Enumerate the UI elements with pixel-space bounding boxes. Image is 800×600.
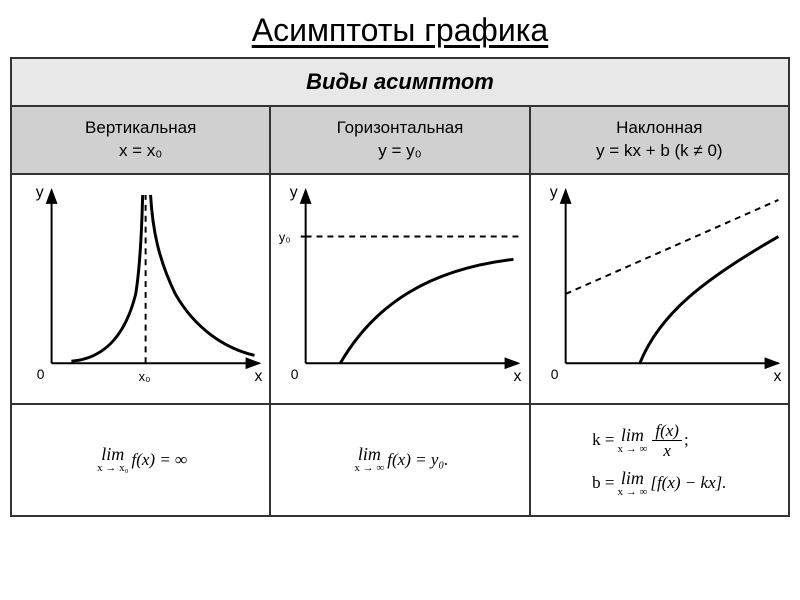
graph-vertical-svg: y x 0 x₀ — [12, 175, 269, 403]
subtitle-row: Виды асимптот — [12, 59, 788, 107]
svg-text:0: 0 — [550, 366, 558, 382]
svg-text:x₀: x₀ — [139, 369, 151, 384]
graph-horizontal: y x 0 y₀ — [271, 175, 530, 405]
formula-row: lim x → x₀ f(x) = ∞ lim x → ∞ f(x) = y₀.… — [12, 405, 788, 515]
header-row: Вертикальная x = x₀ Горизонтальная y = y… — [12, 107, 788, 175]
formula-vertical: lim x → x₀ f(x) = ∞ — [12, 405, 271, 515]
svg-text:0: 0 — [291, 366, 299, 382]
graph-horizontal-svg: y x 0 y₀ — [271, 175, 528, 403]
formula-oblique: k = lim x → ∞ f(x) x ; b = lim x → — [531, 405, 788, 515]
svg-text:x: x — [514, 368, 522, 385]
col-header-horizontal: Горизонтальная y = y₀ — [271, 107, 530, 175]
fraction: f(x) x — [652, 422, 682, 459]
svg-text:y: y — [549, 184, 557, 201]
asymptote-table: Виды асимптот Вертикальная x = x₀ Горизо… — [10, 57, 790, 517]
svg-text:x: x — [773, 368, 781, 385]
svg-text:y: y — [36, 184, 44, 201]
svg-text:y₀: y₀ — [279, 229, 291, 244]
lim-block: lim x → ∞ — [354, 445, 384, 474]
col-header-vertical: Вертикальная x = x₀ — [12, 107, 271, 175]
lim-block: lim x → x₀ — [97, 445, 128, 474]
graph-oblique: y x 0 — [531, 175, 788, 405]
subtitle: Виды асимптот — [306, 69, 494, 94]
svg-text:x: x — [254, 368, 262, 385]
graph-oblique-svg: y x 0 — [531, 175, 788, 403]
page-title: Асимптоты графика — [0, 0, 800, 57]
svg-text:y: y — [290, 184, 298, 201]
svg-text:0: 0 — [37, 366, 45, 382]
graph-vertical: y x 0 x₀ — [12, 175, 271, 405]
col-header-oblique: Наклонная y = kx + b (k ≠ 0) — [531, 107, 788, 175]
formula-horizontal: lim x → ∞ f(x) = y₀. — [271, 405, 530, 515]
lim-block: lim x → ∞ — [618, 469, 648, 498]
lim-block: lim x → ∞ — [618, 426, 648, 455]
graph-row: y x 0 x₀ — [12, 175, 788, 405]
